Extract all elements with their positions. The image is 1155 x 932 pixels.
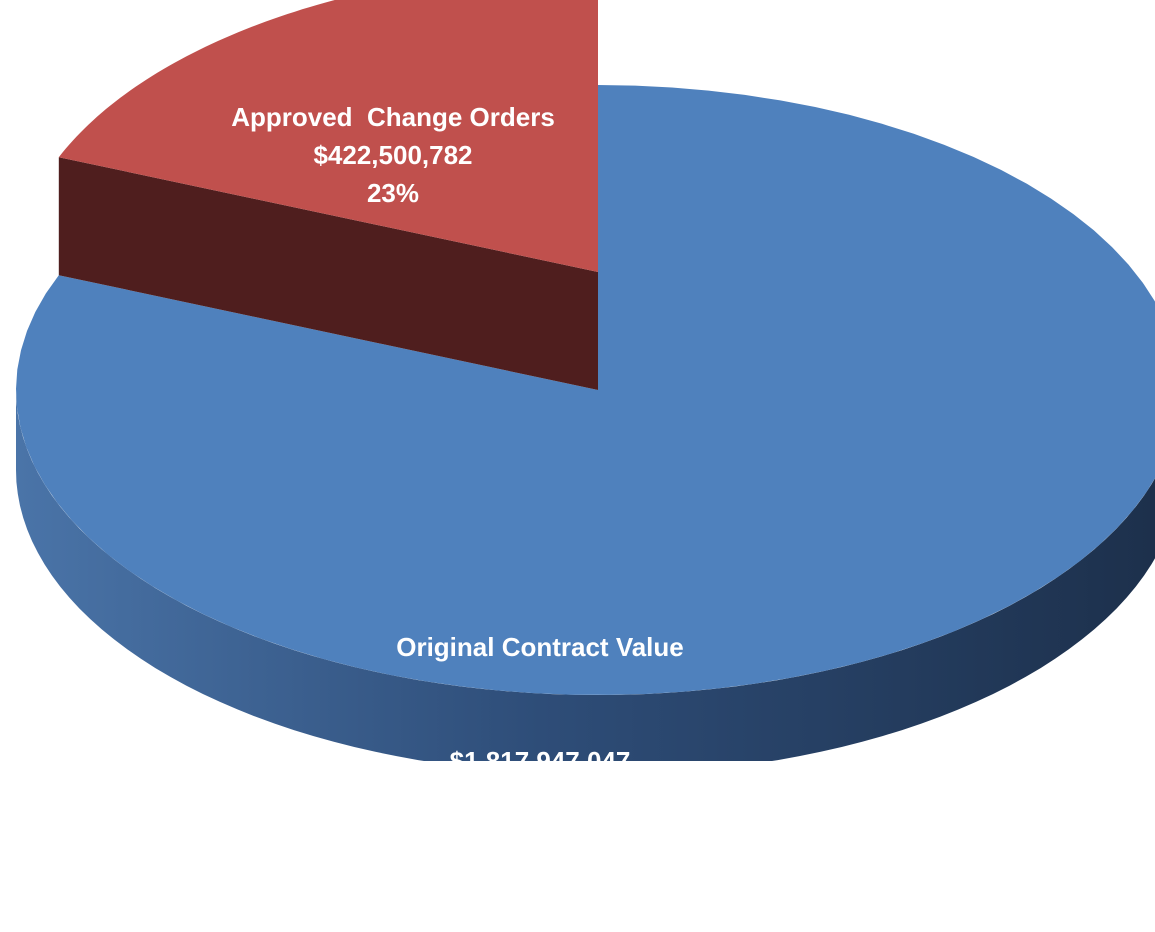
slice-value: $422,500,782: [313, 140, 473, 170]
slice-name: Approved Change Orders: [231, 102, 555, 132]
slice-percent: 23%: [366, 178, 420, 208]
slice-value: , $1,817,947,047 ,: [435, 746, 645, 776]
slice-name: Original Contract Value: [396, 632, 684, 662]
slice: [16, 85, 1155, 695]
slice-label: Approved Change Orders $422,500,782 23%: [228, 98, 558, 212]
slice-label: Original Contract Value , $1,817,947,047…: [360, 552, 720, 932]
slice: [58, 0, 598, 272]
slice-percent: 100%: [506, 860, 574, 890]
chart: [16, 0, 1155, 761]
slice-side: [16, 390, 1155, 761]
page: {"chart_data": {"type": "pie3d", "catego…: [16, 0, 1155, 761]
slice-cut-face: [58, 157, 599, 390]
pie: [16, 0, 1155, 761]
